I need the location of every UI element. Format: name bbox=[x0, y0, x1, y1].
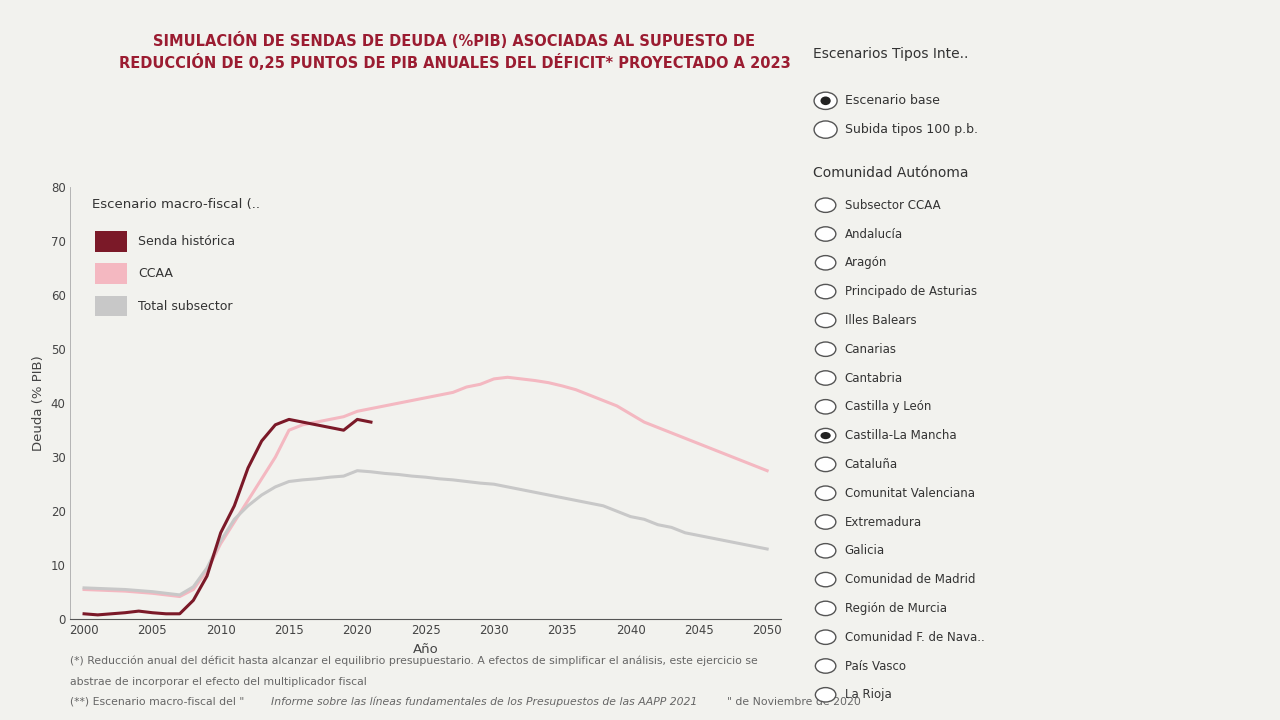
Text: Comunidad Autónoma: Comunidad Autónoma bbox=[813, 166, 968, 179]
FancyBboxPatch shape bbox=[95, 231, 127, 251]
Text: Illes Balears: Illes Balears bbox=[845, 314, 916, 327]
Text: Subida tipos 100 p.b.: Subida tipos 100 p.b. bbox=[845, 123, 978, 136]
Text: Comunidad de Madrid: Comunidad de Madrid bbox=[845, 573, 975, 586]
Text: abstrae de incorporar el efecto del multiplicador fiscal: abstrae de incorporar el efecto del mult… bbox=[70, 677, 367, 687]
Text: Extremadura: Extremadura bbox=[845, 516, 922, 528]
X-axis label: Año: Año bbox=[412, 643, 439, 656]
FancyBboxPatch shape bbox=[95, 264, 127, 284]
Text: La Rioja: La Rioja bbox=[845, 688, 892, 701]
Text: REDUCCIÓN DE 0,25 PUNTOS DE PIB ANUALES DEL DÉFICIT* PROYECTADO A 2023: REDUCCIÓN DE 0,25 PUNTOS DE PIB ANUALES … bbox=[119, 54, 790, 71]
Text: CCAA: CCAA bbox=[138, 267, 173, 280]
Text: Escenarios Tipos Inte..: Escenarios Tipos Inte.. bbox=[813, 47, 968, 60]
Text: (**) Escenario macro-fiscal del ": (**) Escenario macro-fiscal del " bbox=[70, 697, 244, 707]
Text: Andalucía: Andalucía bbox=[845, 228, 902, 240]
Text: Aragón: Aragón bbox=[845, 256, 887, 269]
Text: Escenario macro-fiscal (..: Escenario macro-fiscal (.. bbox=[92, 198, 260, 211]
Text: Cantabria: Cantabria bbox=[845, 372, 902, 384]
Text: Comunidad F. de Nava..: Comunidad F. de Nava.. bbox=[845, 631, 984, 644]
Text: Castilla y León: Castilla y León bbox=[845, 400, 931, 413]
Text: Total subsector: Total subsector bbox=[138, 300, 233, 312]
FancyBboxPatch shape bbox=[95, 296, 127, 316]
Text: Comunitat Valenciana: Comunitat Valenciana bbox=[845, 487, 975, 500]
Text: Escenario base: Escenario base bbox=[845, 94, 940, 107]
Text: (*) Reducción anual del déficit hasta alcanzar el equilibrio presupuestario. A e: (*) Reducción anual del déficit hasta al… bbox=[70, 655, 758, 666]
Y-axis label: Deuda (% PIB): Deuda (% PIB) bbox=[32, 356, 45, 451]
Text: " de Noviembre de 2020: " de Noviembre de 2020 bbox=[727, 697, 861, 707]
Text: Senda histórica: Senda histórica bbox=[138, 235, 236, 248]
Text: SIMULACIÓN DE SENDAS DE DEUDA (%PIB) ASOCIADAS AL SUPUESTO DE: SIMULACIÓN DE SENDAS DE DEUDA (%PIB) ASO… bbox=[154, 32, 755, 50]
Text: Informe sobre las líneas fundamentales de los Presupuestos de las AAPP 2021: Informe sobre las líneas fundamentales d… bbox=[271, 697, 698, 708]
Text: Cataluña: Cataluña bbox=[845, 458, 899, 471]
Text: Subsector CCAA: Subsector CCAA bbox=[845, 199, 941, 212]
Text: País Vasco: País Vasco bbox=[845, 660, 906, 672]
Text: Canarias: Canarias bbox=[845, 343, 897, 356]
Text: Castilla-La Mancha: Castilla-La Mancha bbox=[845, 429, 956, 442]
Text: Galicia: Galicia bbox=[845, 544, 884, 557]
Text: Región de Murcia: Región de Murcia bbox=[845, 602, 947, 615]
Text: Principado de Asturias: Principado de Asturias bbox=[845, 285, 977, 298]
